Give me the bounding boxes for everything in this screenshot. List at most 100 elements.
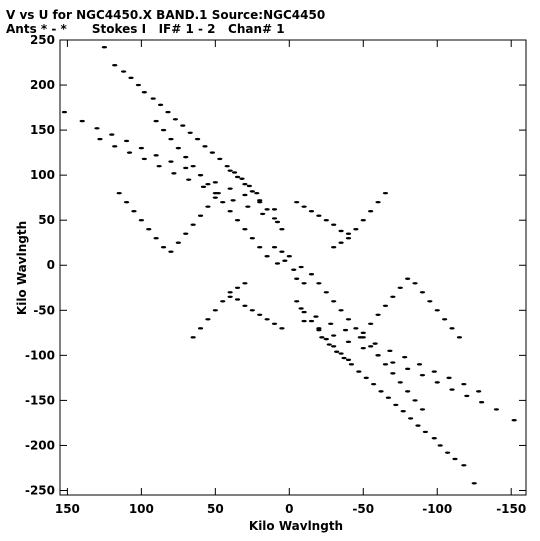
uv-point bbox=[461, 382, 467, 386]
uv-point bbox=[393, 403, 399, 407]
uv-point bbox=[271, 322, 278, 326]
uv-point bbox=[294, 300, 300, 303]
uv-point bbox=[368, 345, 374, 348]
uv-point bbox=[109, 133, 115, 136]
uv-point bbox=[242, 193, 248, 197]
uv-point bbox=[341, 356, 347, 360]
uv-point bbox=[205, 318, 211, 321]
uv-point bbox=[387, 349, 393, 353]
uv-point bbox=[405, 390, 411, 393]
uv-point bbox=[400, 410, 406, 413]
uv-point bbox=[242, 282, 248, 285]
uv-point bbox=[183, 155, 189, 159]
uv-point bbox=[479, 400, 485, 404]
uv-point bbox=[146, 228, 152, 231]
uv-point bbox=[282, 259, 288, 262]
uv-point bbox=[328, 322, 334, 326]
uv-point bbox=[264, 208, 270, 211]
uv-point bbox=[156, 164, 162, 168]
uv-point bbox=[242, 304, 248, 307]
y-tick-label: -200 bbox=[25, 438, 55, 452]
x-tick-label: 0 bbox=[285, 502, 293, 516]
y-tick-label: 250 bbox=[30, 33, 55, 47]
uv-point bbox=[301, 205, 307, 208]
uv-point bbox=[405, 367, 411, 371]
uv-point bbox=[375, 313, 381, 317]
uv-point bbox=[112, 64, 118, 67]
uv-point bbox=[331, 300, 337, 303]
uv-point bbox=[444, 451, 451, 454]
uv-point bbox=[298, 265, 304, 269]
uv-point bbox=[345, 232, 352, 235]
uv-point bbox=[323, 291, 329, 294]
x-axis-label: Kilo Wavlngth bbox=[249, 519, 343, 533]
uv-point bbox=[316, 328, 322, 332]
y-axis-label: Kilo Wavlngth bbox=[15, 221, 29, 315]
uv-point bbox=[153, 154, 159, 157]
uv-point bbox=[345, 318, 352, 321]
uv-point bbox=[279, 228, 285, 231]
uv-point bbox=[190, 336, 196, 339]
uv-point bbox=[405, 277, 411, 280]
uv-point bbox=[449, 327, 455, 330]
uv-point bbox=[175, 146, 181, 150]
y-tick-label: 150 bbox=[30, 123, 55, 137]
uv-point bbox=[319, 336, 325, 339]
uv-point bbox=[249, 309, 255, 312]
uv-point bbox=[456, 336, 463, 339]
uv-point bbox=[412, 282, 418, 285]
uv-point bbox=[371, 382, 377, 386]
uv-point bbox=[138, 146, 144, 150]
uv-point bbox=[308, 209, 315, 213]
uv-point bbox=[157, 103, 164, 107]
uv-point bbox=[61, 110, 68, 114]
uv-point bbox=[234, 218, 241, 222]
uv-point bbox=[408, 417, 414, 420]
uv-point bbox=[249, 237, 255, 240]
uv-point bbox=[402, 355, 408, 359]
uv-point bbox=[123, 139, 130, 143]
uv-point bbox=[316, 282, 322, 285]
uv-point bbox=[249, 190, 255, 193]
uv-point bbox=[171, 172, 177, 175]
uv-point bbox=[165, 110, 171, 114]
uv-point bbox=[397, 381, 403, 384]
uv-point bbox=[220, 300, 226, 303]
uv-point bbox=[234, 286, 241, 289]
y-axis-ticks: 250 200 150 100 50 0 -50 -100 -150 -200 -250 bbox=[25, 33, 526, 497]
uv-point bbox=[197, 214, 204, 217]
uv-point bbox=[141, 157, 147, 161]
uv-point bbox=[313, 315, 319, 318]
uv-point bbox=[431, 437, 437, 440]
uv-point bbox=[224, 164, 230, 168]
uv-point bbox=[200, 185, 207, 189]
uv-point bbox=[291, 268, 297, 271]
uv-point bbox=[375, 354, 381, 357]
uv-point bbox=[274, 220, 281, 224]
uv-point bbox=[234, 298, 241, 301]
uv-point bbox=[294, 277, 300, 280]
uv-point bbox=[123, 200, 130, 204]
points-layer bbox=[61, 46, 517, 485]
uv-point bbox=[194, 137, 201, 141]
uv-point bbox=[464, 394, 470, 398]
uv-point bbox=[168, 250, 174, 253]
uv-point bbox=[209, 151, 215, 154]
uv-point bbox=[427, 300, 433, 303]
uv-point bbox=[449, 388, 455, 391]
uv-point bbox=[242, 182, 248, 186]
uv-point bbox=[230, 199, 236, 202]
uv-point bbox=[242, 228, 248, 231]
uv-point bbox=[197, 327, 204, 330]
uv-point bbox=[153, 237, 159, 240]
uv-point bbox=[316, 214, 322, 217]
uv-point bbox=[212, 181, 218, 184]
uv-point bbox=[334, 350, 340, 353]
x-axis-ticks: 150 100 50 0 -50 -100 -150 bbox=[55, 40, 526, 516]
uv-point bbox=[326, 343, 332, 346]
uv-point bbox=[260, 212, 266, 216]
uv-point bbox=[286, 255, 292, 258]
uv-point bbox=[360, 218, 366, 222]
chart-title: V vs U for NGC4450.X BAND.1 Source:NGC44… bbox=[6, 8, 325, 22]
